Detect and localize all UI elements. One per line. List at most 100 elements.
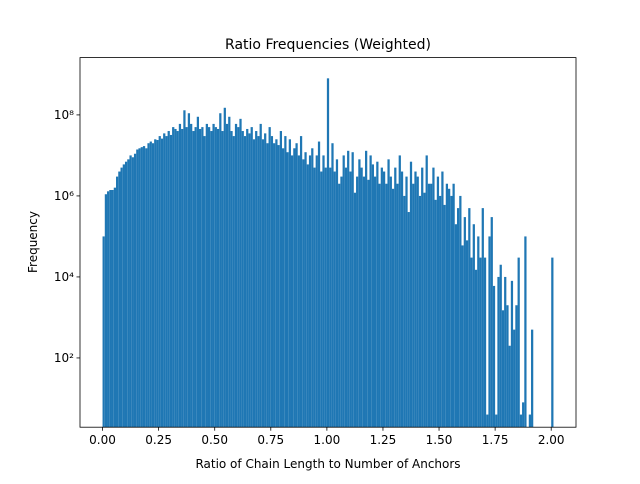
bar: [340, 176, 343, 428]
bar: [207, 127, 211, 428]
bar: [414, 171, 417, 428]
bar: [513, 329, 516, 428]
bar: [501, 310, 505, 428]
bar: [353, 192, 357, 428]
bar: [382, 171, 386, 428]
bar: [190, 123, 193, 428]
bar: [313, 167, 316, 428]
bar: [454, 224, 457, 428]
bar: [436, 176, 440, 428]
bar: [282, 148, 285, 428]
bar: [528, 414, 532, 428]
bar: [273, 143, 276, 428]
bar: [326, 78, 330, 428]
bar: [403, 195, 406, 428]
bar: [172, 127, 175, 428]
bar: [275, 139, 278, 428]
bar: [349, 171, 352, 428]
bar: [405, 176, 408, 428]
bar: [344, 167, 348, 428]
bar: [421, 167, 424, 428]
bar: [239, 118, 242, 428]
bar: [203, 136, 206, 428]
bar: [234, 123, 238, 428]
bar: [228, 116, 231, 428]
bar: [492, 285, 496, 428]
bar: [147, 143, 150, 428]
x-tick-label: 1.00: [314, 433, 341, 447]
bar: [504, 276, 507, 428]
bar: [133, 153, 137, 428]
bar: [308, 155, 312, 428]
bar: [488, 236, 491, 428]
bar: [315, 155, 318, 428]
bar: [407, 212, 410, 428]
bar: [517, 257, 520, 428]
y-tick-label: 10²: [54, 351, 74, 365]
bar: [299, 136, 303, 428]
bar: [158, 136, 161, 428]
bar: [194, 127, 197, 428]
bar: [113, 187, 117, 428]
bar: [373, 176, 377, 428]
bar: [432, 167, 435, 428]
bar: [295, 143, 298, 428]
bar: [394, 167, 397, 428]
bar: [474, 269, 478, 428]
bar: [477, 236, 480, 428]
bar: [470, 257, 473, 428]
bar: [264, 133, 267, 428]
bar: [214, 127, 217, 428]
bar: [165, 136, 168, 428]
bar: [472, 224, 475, 428]
bar: [416, 176, 419, 428]
bar: [201, 127, 204, 428]
bar: [351, 152, 354, 428]
bar: [430, 183, 433, 428]
bar: [358, 159, 361, 428]
bar: [149, 141, 152, 428]
bar: [524, 236, 527, 428]
bar: [145, 148, 148, 428]
bar: [199, 128, 202, 428]
y-axis-label: Frequency: [26, 211, 40, 273]
bar: [331, 143, 334, 428]
bar: [425, 155, 428, 428]
bar: [223, 107, 226, 428]
bar: [452, 183, 455, 428]
bar: [279, 131, 283, 428]
bar: [181, 128, 184, 428]
bar: [479, 257, 482, 428]
bar: [107, 191, 110, 428]
bar: [481, 208, 484, 428]
bar: [418, 195, 422, 428]
bar: [160, 138, 164, 428]
bar: [120, 167, 123, 428]
bar: [225, 123, 229, 428]
bar: [169, 134, 173, 428]
bar: [338, 183, 341, 428]
bar: [221, 131, 224, 428]
bar: [365, 150, 368, 428]
bar: [495, 414, 498, 428]
bar: [439, 195, 442, 428]
bar: [367, 179, 370, 428]
bar: [286, 152, 289, 428]
bar: [270, 136, 274, 428]
bar: [378, 183, 381, 428]
bar: [398, 155, 401, 428]
bar: [138, 148, 141, 428]
bar: [284, 136, 287, 428]
bar: [248, 133, 251, 428]
bar: [268, 127, 271, 428]
bar: [335, 159, 339, 428]
bar: [187, 113, 191, 428]
bar: [347, 150, 350, 428]
bar: [140, 147, 143, 428]
bar: [129, 155, 132, 428]
bar: [302, 159, 305, 428]
x-tick-label: 1.25: [370, 433, 397, 447]
bar: [468, 208, 471, 428]
bar: [241, 131, 244, 428]
bar: [465, 240, 469, 428]
